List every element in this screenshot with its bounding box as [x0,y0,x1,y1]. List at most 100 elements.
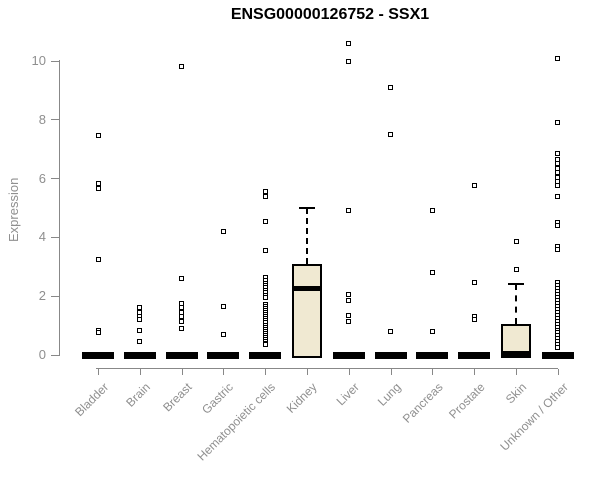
outlier-point [179,326,185,332]
x-category-label: Kidney [284,380,320,416]
y-tick-label: 0 [38,347,46,362]
outlier-point [346,292,352,298]
collapsed-box [165,352,198,359]
y-axis-tick [51,295,59,297]
x-axis-tick [432,369,434,375]
outlier-point [220,331,226,337]
outlier-point [220,229,226,235]
outlier-point [95,180,101,186]
x-category-label: Hematopoietic cells [194,380,279,464]
x-axis-tick [474,369,476,375]
median-line [292,286,322,292]
outlier-point [137,339,143,345]
outlier-point [555,193,561,199]
outlier-point [95,256,101,262]
x-axis-tick [557,369,559,375]
x-category-label: Skin [502,380,529,407]
whisker-cap [508,283,524,286]
median-line [501,351,531,357]
y-axis-tick [51,354,59,356]
outlier-point [555,120,561,126]
x-axis-tick [181,369,183,375]
outlier-point [262,342,268,348]
collapsed-box [416,352,449,359]
outlier-point [262,193,268,199]
collapsed-box [249,352,282,359]
outlier-point [555,55,561,61]
collapsed-box [332,352,365,359]
outlier-point [555,183,561,189]
x-category-label: Bladder [71,380,111,420]
outlier-point [429,208,435,214]
x-category-label: Pancreas [399,380,446,426]
outlier-point [346,58,352,64]
collapsed-box [82,352,114,359]
x-axis-tick [223,369,225,375]
x-axis-tick [516,369,517,375]
collapsed-box [458,352,491,359]
x-axis-tick [98,369,99,375]
outlier-point [513,239,519,245]
chart-title: ENSG00000126752 - SSX1 [230,6,430,23]
x-axis-tick [390,369,392,375]
outlier-point [346,318,352,324]
outlier-point [429,270,435,276]
y-tick-label: 10 [31,53,46,68]
collapsed-box [207,352,240,359]
x-axis-tick [348,369,350,375]
x-axis-tick [139,369,141,375]
outlier-point [179,318,185,324]
outlier-point [346,312,352,318]
outlier-point [388,84,394,90]
outlier-point [388,132,394,137]
collapsed-box [374,352,407,359]
outlier-point [555,345,561,351]
x-category-label: Breast [160,380,195,415]
collapsed-box [123,352,156,359]
whisker-line [515,284,517,325]
outlier-point [346,40,352,46]
box [292,263,322,359]
outlier-point [429,328,435,334]
x-axis-tick [265,369,267,375]
y-axis-line [59,60,60,356]
x-category-label: Brain [123,380,153,410]
outlier-point [513,267,519,273]
x-axis-line [96,368,558,369]
x-category-label: Lung [374,380,404,409]
outlier-point [346,298,352,304]
outlier-point [95,330,101,336]
outlier-point [471,317,477,323]
outlier-point [95,186,101,192]
y-tick-label: 4 [38,229,46,245]
outlier-point [471,280,477,286]
x-category-label: Liver [333,380,362,409]
x-category-label: Gastric [199,380,237,417]
outlier-point [179,64,185,70]
y-axis-tick [51,236,59,238]
outlier-point [220,303,226,309]
whisker-cap [299,207,315,209]
outlier-point [95,133,101,139]
outlier-point [137,317,143,323]
outlier-point [346,208,352,214]
y-tick-label: 2 [38,288,46,304]
y-axis-tick [51,119,59,121]
outlier-point [262,294,268,300]
x-category-label: Prostate [445,380,488,422]
x-axis-tick [307,369,308,375]
outlier-point [262,218,268,224]
outlier-point [262,248,268,254]
whisker-line [306,208,308,264]
outlier-point [471,183,477,189]
y-axis-tick [51,178,59,180]
outlier-point [179,276,185,282]
outlier-point [555,223,561,229]
outlier-point [555,151,561,157]
y-axis-tick [51,60,59,62]
outlier-point [388,328,394,334]
y-tick-label: 8 [38,111,46,127]
y-tick-label: 6 [38,170,46,186]
outlier-point [137,327,143,333]
